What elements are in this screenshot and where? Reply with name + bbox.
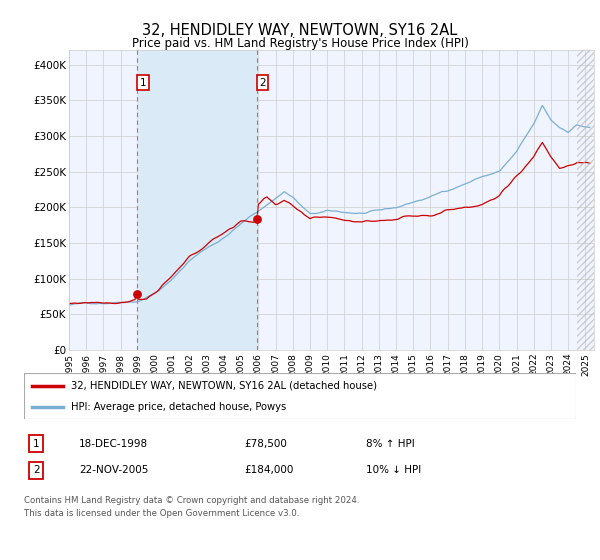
Text: 8% ↑ HPI: 8% ↑ HPI	[366, 438, 415, 449]
Text: Contains HM Land Registry data © Crown copyright and database right 2024.: Contains HM Land Registry data © Crown c…	[24, 496, 359, 505]
Text: 2: 2	[33, 465, 40, 475]
Text: 32, HENDIDLEY WAY, NEWTOWN, SY16 2AL (detached house): 32, HENDIDLEY WAY, NEWTOWN, SY16 2AL (de…	[71, 381, 377, 391]
Text: This data is licensed under the Open Government Licence v3.0.: This data is licensed under the Open Gov…	[24, 508, 299, 518]
Text: £78,500: £78,500	[245, 438, 287, 449]
Text: 1: 1	[33, 438, 40, 449]
FancyBboxPatch shape	[24, 373, 576, 419]
Point	[252, 214, 262, 223]
Text: 22-NOV-2005: 22-NOV-2005	[79, 465, 149, 475]
Text: Price paid vs. HM Land Registry's House Price Index (HPI): Price paid vs. HM Land Registry's House …	[131, 37, 469, 50]
Text: 32, HENDIDLEY WAY, NEWTOWN, SY16 2AL: 32, HENDIDLEY WAY, NEWTOWN, SY16 2AL	[142, 24, 458, 38]
Text: 18-DEC-1998: 18-DEC-1998	[79, 438, 148, 449]
Text: HPI: Average price, detached house, Powys: HPI: Average price, detached house, Powy…	[71, 403, 286, 412]
Bar	[137, 50, 257, 350]
Text: 1: 1	[140, 77, 146, 87]
Text: £184,000: £184,000	[245, 465, 294, 475]
Point	[133, 290, 142, 298]
Text: 2: 2	[259, 77, 266, 87]
Text: 10% ↓ HPI: 10% ↓ HPI	[366, 465, 421, 475]
